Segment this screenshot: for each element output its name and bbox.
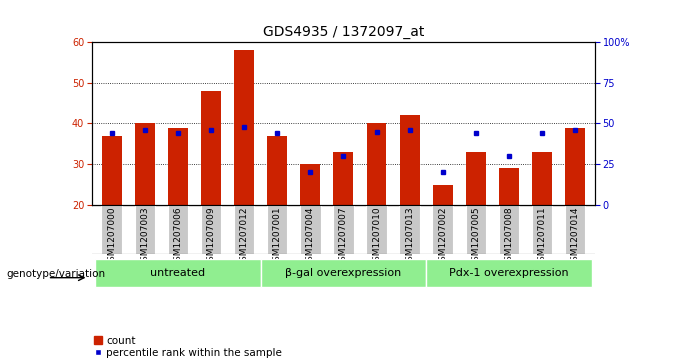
Text: genotype/variation: genotype/variation bbox=[7, 269, 106, 279]
Bar bbox=[532, 152, 552, 205]
Text: untreated: untreated bbox=[150, 268, 205, 278]
Text: GSM1207010: GSM1207010 bbox=[372, 207, 381, 267]
Bar bbox=[267, 205, 288, 254]
Bar bbox=[234, 50, 254, 205]
Bar bbox=[201, 91, 221, 205]
Bar bbox=[168, 127, 188, 205]
Text: GSM1207013: GSM1207013 bbox=[405, 207, 414, 267]
Bar bbox=[432, 205, 453, 254]
Bar bbox=[466, 205, 486, 254]
Bar bbox=[102, 136, 122, 205]
Bar bbox=[565, 205, 585, 254]
Text: GSM1207014: GSM1207014 bbox=[571, 207, 579, 267]
Bar bbox=[260, 259, 426, 287]
Bar bbox=[201, 205, 221, 254]
Bar bbox=[499, 168, 519, 205]
Bar bbox=[426, 259, 592, 287]
Text: GSM1207004: GSM1207004 bbox=[306, 207, 315, 267]
Bar bbox=[234, 205, 254, 254]
Text: GSM1207000: GSM1207000 bbox=[107, 207, 116, 267]
Bar bbox=[498, 205, 520, 254]
Text: GSM1207011: GSM1207011 bbox=[537, 207, 547, 267]
Text: β-gal overexpression: β-gal overexpression bbox=[286, 268, 401, 278]
Bar bbox=[565, 127, 585, 205]
Text: GSM1207003: GSM1207003 bbox=[140, 207, 150, 267]
Text: Pdx-1 overexpression: Pdx-1 overexpression bbox=[449, 268, 568, 278]
Text: GSM1207009: GSM1207009 bbox=[207, 207, 216, 267]
Bar bbox=[301, 164, 320, 205]
Bar bbox=[399, 205, 420, 254]
Title: GDS4935 / 1372097_at: GDS4935 / 1372097_at bbox=[262, 25, 424, 39]
Text: GSM1207006: GSM1207006 bbox=[173, 207, 182, 267]
Bar bbox=[432, 185, 453, 205]
Bar bbox=[466, 152, 486, 205]
Bar bbox=[135, 123, 155, 205]
Bar bbox=[167, 205, 188, 254]
Text: GSM1207007: GSM1207007 bbox=[339, 207, 348, 267]
Text: GSM1207012: GSM1207012 bbox=[239, 207, 249, 267]
Bar bbox=[400, 115, 420, 205]
Bar bbox=[367, 123, 386, 205]
Bar bbox=[95, 259, 260, 287]
Bar bbox=[101, 205, 122, 254]
Text: GSM1207005: GSM1207005 bbox=[471, 207, 480, 267]
Bar bbox=[300, 205, 320, 254]
Bar bbox=[267, 136, 287, 205]
Text: GSM1207001: GSM1207001 bbox=[273, 207, 282, 267]
Legend: count, percentile rank within the sample: count, percentile rank within the sample bbox=[94, 336, 282, 358]
Bar bbox=[367, 205, 387, 254]
Bar bbox=[333, 152, 354, 205]
Bar bbox=[135, 205, 155, 254]
Bar bbox=[532, 205, 552, 254]
Text: GSM1207008: GSM1207008 bbox=[505, 207, 513, 267]
Text: GSM1207002: GSM1207002 bbox=[438, 207, 447, 267]
Bar bbox=[333, 205, 354, 254]
